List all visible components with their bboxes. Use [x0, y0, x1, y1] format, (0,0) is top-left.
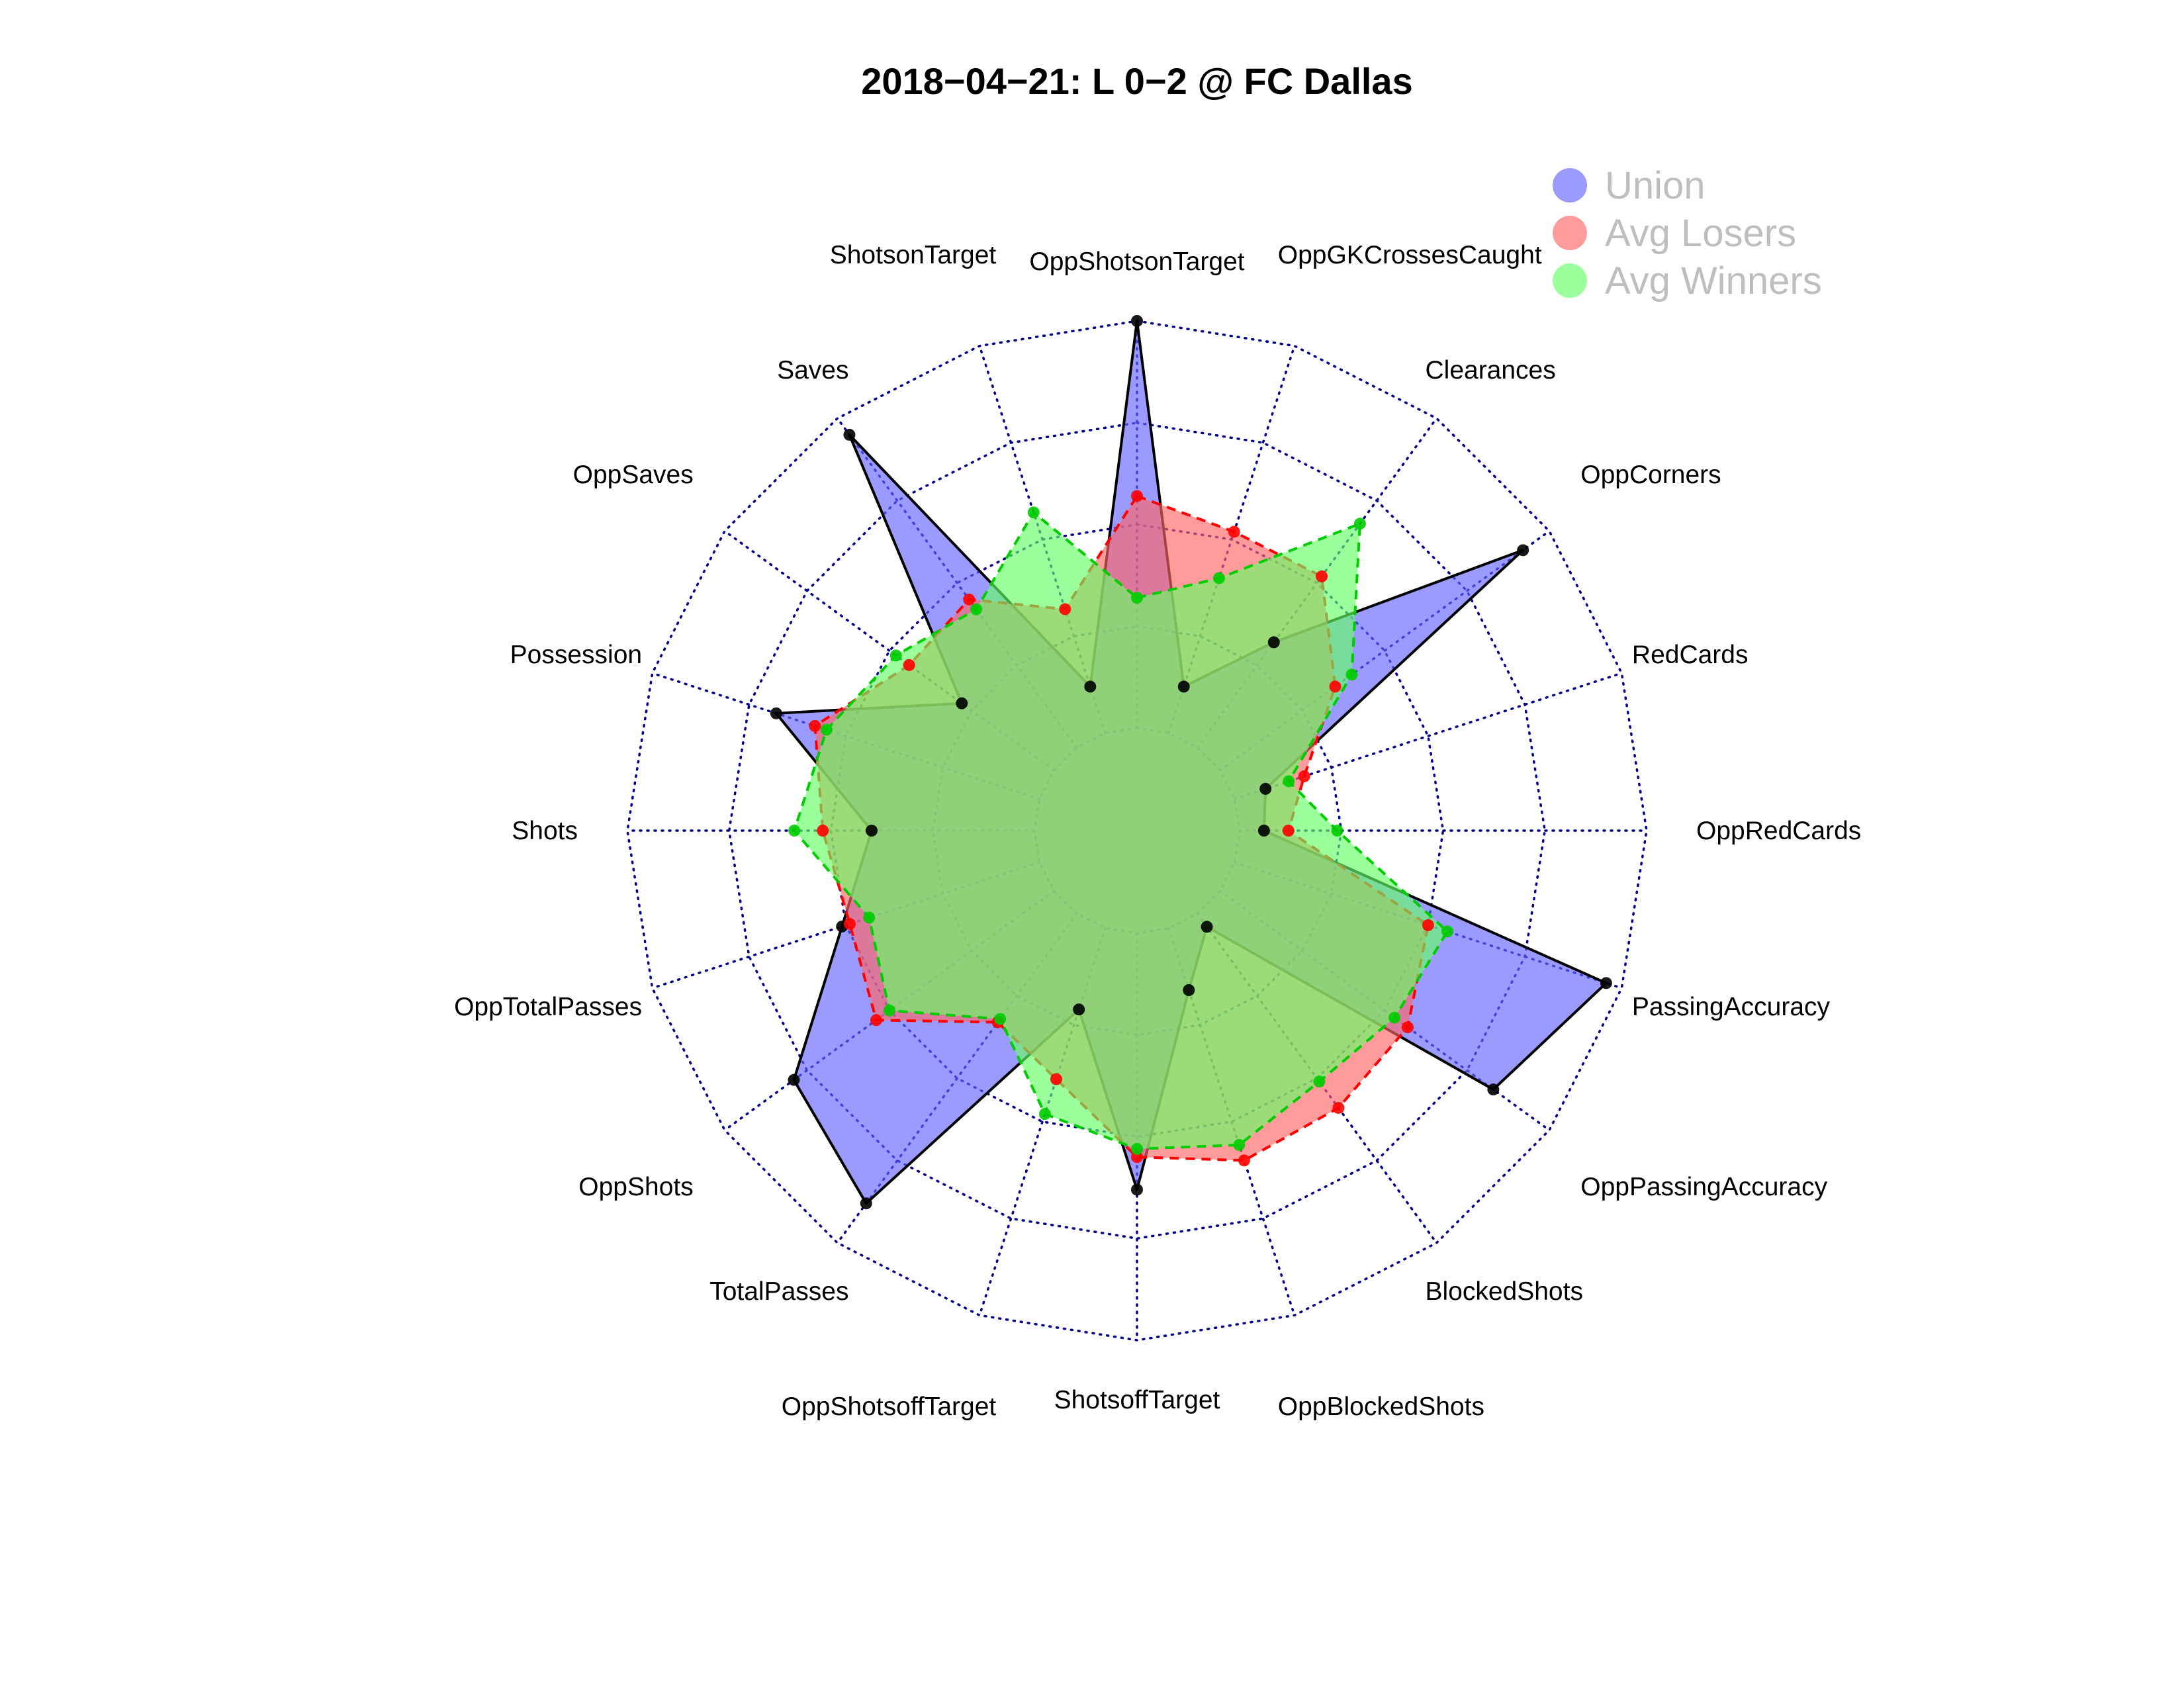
axis-label-oppredcards: OppRedCards	[1696, 817, 1861, 845]
point-union-totalpasses	[860, 1197, 872, 1210]
point-avg-losers-possession	[809, 719, 821, 732]
point-avg-winners-oppcorners	[1345, 668, 1358, 681]
chart-title: 2018−04−21: L 0−2 @ FC Dallas	[861, 60, 1412, 102]
point-union-oppshots	[788, 1074, 800, 1086]
point-union-redcards	[1259, 782, 1272, 795]
point-avg-winners-totalpasses	[994, 1013, 1007, 1025]
point-avg-winners-shots	[788, 825, 801, 837]
point-union-shotsofftarget	[1131, 1183, 1143, 1196]
axis-label-shotsofftarget: ShotsoffTarget	[1054, 1386, 1220, 1414]
point-union-oppredcards	[1257, 825, 1270, 837]
axis-labels: OppShotsonTarget OppGKCrossesCaught Cleara…	[454, 241, 1861, 1421]
point-union-passingaccuracy	[1600, 977, 1612, 989]
point-avg-losers-passingaccuracy	[1422, 919, 1434, 931]
legend-swatch-union	[1553, 168, 1587, 203]
point-avg-losers-oppredcards	[1282, 825, 1295, 837]
axis-label-possession: Possession	[510, 641, 642, 669]
axis-label-oppcorners: OppCorners	[1580, 461, 1721, 489]
point-avg-losers-oppblockedshots	[1238, 1154, 1250, 1167]
point-avg-losers-oppgkcrossescaught	[1228, 526, 1240, 538]
point-avg-losers-oppshots	[870, 1014, 882, 1027]
point-avg-losers-oppshotsontarget	[1131, 490, 1143, 502]
point-avg-losers-saves	[963, 593, 976, 606]
point-avg-winners-clearances	[1353, 518, 1366, 530]
point-union-shots	[866, 825, 878, 837]
point-avg-winners-redcards	[1283, 775, 1295, 788]
axis-label-opptotalpasses: OppTotalPasses	[454, 993, 642, 1021]
point-union-opppassingaccuracy	[1487, 1083, 1500, 1096]
legend-swatch-avg-winners	[1553, 263, 1587, 298]
point-avg-losers-shotsofftarget	[1131, 1151, 1143, 1164]
point-union-oppgkcrossescaught	[1177, 680, 1190, 693]
point-avg-losers-shotsontarget	[1059, 603, 1071, 616]
radar-series	[770, 315, 1612, 1210]
legend-swatch-avg-losers	[1553, 216, 1587, 250]
point-union-blockedshots	[1201, 921, 1213, 933]
axis-label-totalpasses: TotalPasses	[709, 1277, 848, 1306]
point-union-oppshotsofftarget	[1073, 1003, 1085, 1016]
point-avg-losers-oppshotsofftarget	[1050, 1073, 1062, 1085]
point-union-oppcorners	[1517, 544, 1529, 557]
axis-label-blockedshots: BlockedShots	[1425, 1277, 1582, 1306]
legend-label-avg-winners: Avg Winners	[1605, 259, 1822, 302]
point-avg-losers-oppcorners	[1329, 680, 1342, 693]
point-avg-winners-oppsaves	[889, 649, 902, 662]
axis-label-redcards: RedCards	[1632, 641, 1749, 669]
axis-label-oppsaves: OppSaves	[573, 461, 694, 489]
axis-label-opppassingaccuracy: OppPassingAccuracy	[1580, 1173, 1827, 1201]
axis-label-shotsontarget: ShotsonTarget	[830, 241, 997, 269]
axis-label-oppblockedshots: OppBlockedShots	[1278, 1393, 1484, 1421]
axis-label-saves: Saves	[777, 356, 848, 385]
point-union-saves	[843, 428, 856, 441]
axis-label-passingaccuracy: PassingAccuracy	[1632, 993, 1831, 1021]
point-avg-winners-passingaccuracy	[1441, 925, 1454, 938]
point-avg-winners-saves	[970, 603, 983, 616]
point-avg-winners-oppgkcrossescaught	[1212, 572, 1225, 584]
point-avg-losers-opptotalpasses	[843, 918, 856, 931]
point-avg-losers-redcards	[1298, 770, 1310, 782]
axis-label-oppshots: OppShots	[578, 1173, 693, 1201]
point-avg-winners-oppredcards	[1331, 825, 1343, 837]
legend-label-union: Union	[1605, 164, 1706, 207]
axis-label-oppshotsofftarget: OppShotsoffTarget	[782, 1393, 997, 1421]
point-avg-losers-opppassingaccuracy	[1401, 1021, 1414, 1034]
point-union-shotsontarget	[1084, 680, 1097, 693]
point-union-clearances	[1267, 636, 1280, 649]
axis-label-clearances: Clearances	[1425, 356, 1555, 385]
point-avg-winners-oppshotsofftarget	[1038, 1108, 1051, 1120]
legend-label-avg-losers: Avg Losers	[1605, 212, 1796, 255]
point-union-oppshotsontarget	[1131, 315, 1143, 327]
point-avg-losers-shots	[817, 825, 829, 837]
point-avg-winners-oppshotsontarget	[1131, 592, 1143, 604]
point-avg-winners-opptotalpasses	[863, 911, 876, 924]
point-avg-losers-clearances	[1316, 570, 1328, 582]
point-avg-winners-possession	[820, 723, 833, 736]
point-avg-winners-shotsontarget	[1027, 506, 1040, 519]
point-avg-winners-shotsofftarget	[1131, 1142, 1143, 1155]
point-avg-losers-blockedshots	[1332, 1101, 1345, 1114]
point-union-possession	[770, 707, 782, 719]
point-union-oppblockedshots	[1183, 983, 1195, 996]
axis-label-oppshotsontarget: OppShotsonTarget	[1029, 248, 1244, 276]
axis-label-shots: Shots	[512, 817, 578, 845]
point-avg-winners-oppshots	[883, 1004, 895, 1017]
grid-ring-5	[626, 320, 1648, 1342]
axis-label-oppgkcrossescaught: OppGKCrossesCaught	[1278, 241, 1542, 269]
point-avg-winners-blockedshots	[1313, 1075, 1326, 1088]
point-avg-winners-oppblockedshots	[1233, 1138, 1246, 1151]
point-union-oppsaves	[956, 697, 968, 709]
point-avg-winners-opppassingaccuracy	[1388, 1011, 1401, 1024]
point-avg-losers-oppsaves	[903, 659, 915, 671]
